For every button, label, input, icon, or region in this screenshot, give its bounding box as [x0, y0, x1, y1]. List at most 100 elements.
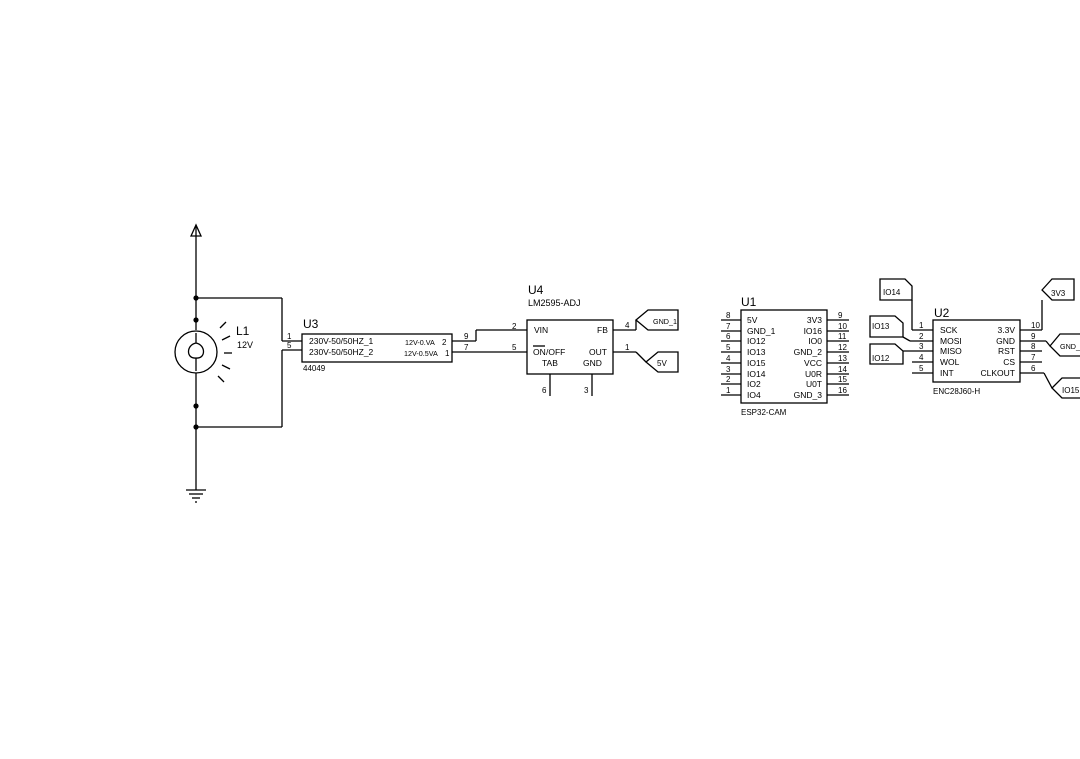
svg-text:IO14: IO14 — [883, 288, 901, 297]
net-label-io14: IO14 — [879, 278, 913, 301]
u4-pinnum-3: 3 — [584, 386, 589, 395]
svg-text:U0R: U0R — [805, 369, 822, 379]
svg-text:GND: GND — [996, 336, 1015, 346]
svg-text:5: 5 — [919, 364, 924, 373]
svg-text:16: 16 — [838, 386, 847, 395]
svg-text:IO2: IO2 — [747, 379, 761, 389]
u4-pinnum-4: 4 — [625, 321, 630, 330]
u4-pin-out: OUT — [589, 347, 607, 357]
svg-text:RST: RST — [998, 346, 1015, 356]
svg-text:3V3: 3V3 — [1051, 289, 1066, 298]
lamp-symbol — [174, 321, 232, 383]
svg-text:10: 10 — [838, 322, 847, 331]
svg-text:IO16: IO16 — [804, 326, 823, 336]
u3-pin-12v-0va: 12V-0.VA — [405, 338, 435, 347]
svg-text:8: 8 — [1031, 342, 1036, 351]
net-label-gnd-right: GND_ — [1049, 333, 1080, 357]
svg-text:GND_3: GND_3 — [794, 390, 823, 400]
svg-text:5V: 5V — [747, 315, 758, 325]
u3-pin-230v-1: 230V-50/50HZ_1 — [309, 336, 374, 346]
svg-text:4: 4 — [726, 354, 731, 363]
u4-body — [526, 319, 614, 375]
svg-text:11: 11 — [838, 332, 847, 341]
u4-regulator: U4 LM2595-ADJ 2 5 VIN ON /OFF TAB FB OUT… — [512, 283, 636, 396]
svg-text:14: 14 — [838, 365, 847, 374]
u3-transformer: U3 1 5 230V-50/50HZ_1 230V-50/50HZ_2 12V… — [287, 317, 469, 373]
svg-text:MOSI: MOSI — [940, 336, 962, 346]
svg-text:SCK: SCK — [940, 325, 958, 335]
svg-text:10: 10 — [1031, 321, 1040, 330]
u3-body — [301, 333, 453, 363]
svg-text:1: 1 — [919, 321, 924, 330]
wire-gnd-right — [1045, 340, 1051, 347]
svg-text:IO14: IO14 — [747, 369, 766, 379]
u4-pin-gnd: GND — [583, 358, 602, 368]
svg-text:6: 6 — [1031, 364, 1036, 373]
u1-esp32cam: U1 ESP32-CAM 8 7 6 5 4 3 2 — [721, 295, 849, 417]
svg-text:VCC: VCC — [804, 358, 822, 368]
svg-text:2: 2 — [919, 332, 924, 341]
u4-pinnum-2: 2 — [512, 322, 517, 331]
u3-pinnum-1b: 1 — [445, 349, 450, 358]
u3-pinnum-5: 5 — [287, 341, 292, 350]
u4-pin-tab: TAB — [542, 358, 558, 368]
net-label-io12: IO12 — [869, 343, 904, 365]
u3-ref: U3 — [303, 317, 319, 331]
svg-text:GND_2: GND_2 — [794, 347, 823, 357]
u3-pinnum-9: 9 — [464, 332, 469, 341]
l1-ref: L1 — [236, 324, 250, 338]
svg-text:IO12: IO12 — [872, 354, 890, 363]
svg-text:IO12: IO12 — [747, 336, 766, 346]
net-label-gnd-1: GND_1 — [634, 309, 679, 331]
svg-text:CS: CS — [1003, 357, 1015, 367]
svg-text:IO4: IO4 — [747, 390, 761, 400]
svg-text:U0T: U0T — [806, 379, 822, 389]
l1-value: 12V — [237, 340, 253, 350]
svg-text:CLKOUT: CLKOUT — [981, 368, 1015, 378]
svg-text:IO13: IO13 — [747, 347, 766, 357]
svg-text:IO13: IO13 — [872, 322, 890, 331]
power-arrow-symbol — [189, 223, 203, 237]
u1-body — [740, 309, 828, 404]
svg-text:13: 13 — [838, 354, 847, 363]
u3-pin-12v-05va: 12V-0.5VA — [404, 349, 438, 358]
svg-text:3.3V: 3.3V — [998, 325, 1016, 335]
svg-text:IO15: IO15 — [1062, 386, 1080, 395]
svg-text:5V: 5V — [657, 359, 667, 368]
net-label-io13: IO13 — [869, 315, 904, 338]
u3-part: 44049 — [303, 364, 326, 373]
net-label-3v3: 3V3 — [1041, 278, 1075, 301]
u4-pin-fb: FB — [597, 325, 608, 335]
u4-pinnum-6: 6 — [542, 386, 547, 395]
u4-pin-vin: VIN — [534, 325, 548, 335]
svg-text:6: 6 — [726, 332, 731, 341]
svg-text:9: 9 — [1031, 332, 1036, 341]
u3-pinnum-7: 7 — [464, 343, 469, 352]
u4-pinnum-5: 5 — [512, 343, 517, 352]
u1-part: ESP32-CAM — [741, 408, 787, 417]
u4-ref: U4 — [528, 283, 544, 297]
ground-symbol — [186, 489, 206, 503]
net-label-io15: IO15 — [1051, 377, 1080, 399]
svg-text:4: 4 — [919, 353, 924, 362]
svg-text:12: 12 — [838, 343, 847, 352]
svg-text:3: 3 — [919, 342, 924, 351]
u1-ref: U1 — [741, 295, 757, 309]
u4-pin-on: ON — [533, 347, 546, 357]
svg-text:IO0: IO0 — [808, 336, 822, 346]
svg-text:MISO: MISO — [940, 346, 962, 356]
net-label-5v: 5V — [644, 351, 679, 373]
wire-io15 — [1043, 372, 1053, 389]
u4-part: LM2595-ADJ — [528, 298, 581, 308]
svg-text:2: 2 — [726, 375, 731, 384]
u2-part: ENC28J60-H — [933, 387, 980, 396]
u4-pin-off: /OFF — [546, 347, 565, 357]
svg-text:WOL: WOL — [940, 357, 960, 367]
u3-pin-230v-2: 230V-50/50HZ_2 — [309, 347, 374, 357]
svg-text:7: 7 — [1031, 353, 1036, 362]
svg-text:7: 7 — [726, 322, 731, 331]
u3-pinnum-2: 2 — [442, 338, 447, 347]
svg-text:1: 1 — [726, 386, 731, 395]
svg-text:IO15: IO15 — [747, 358, 766, 368]
